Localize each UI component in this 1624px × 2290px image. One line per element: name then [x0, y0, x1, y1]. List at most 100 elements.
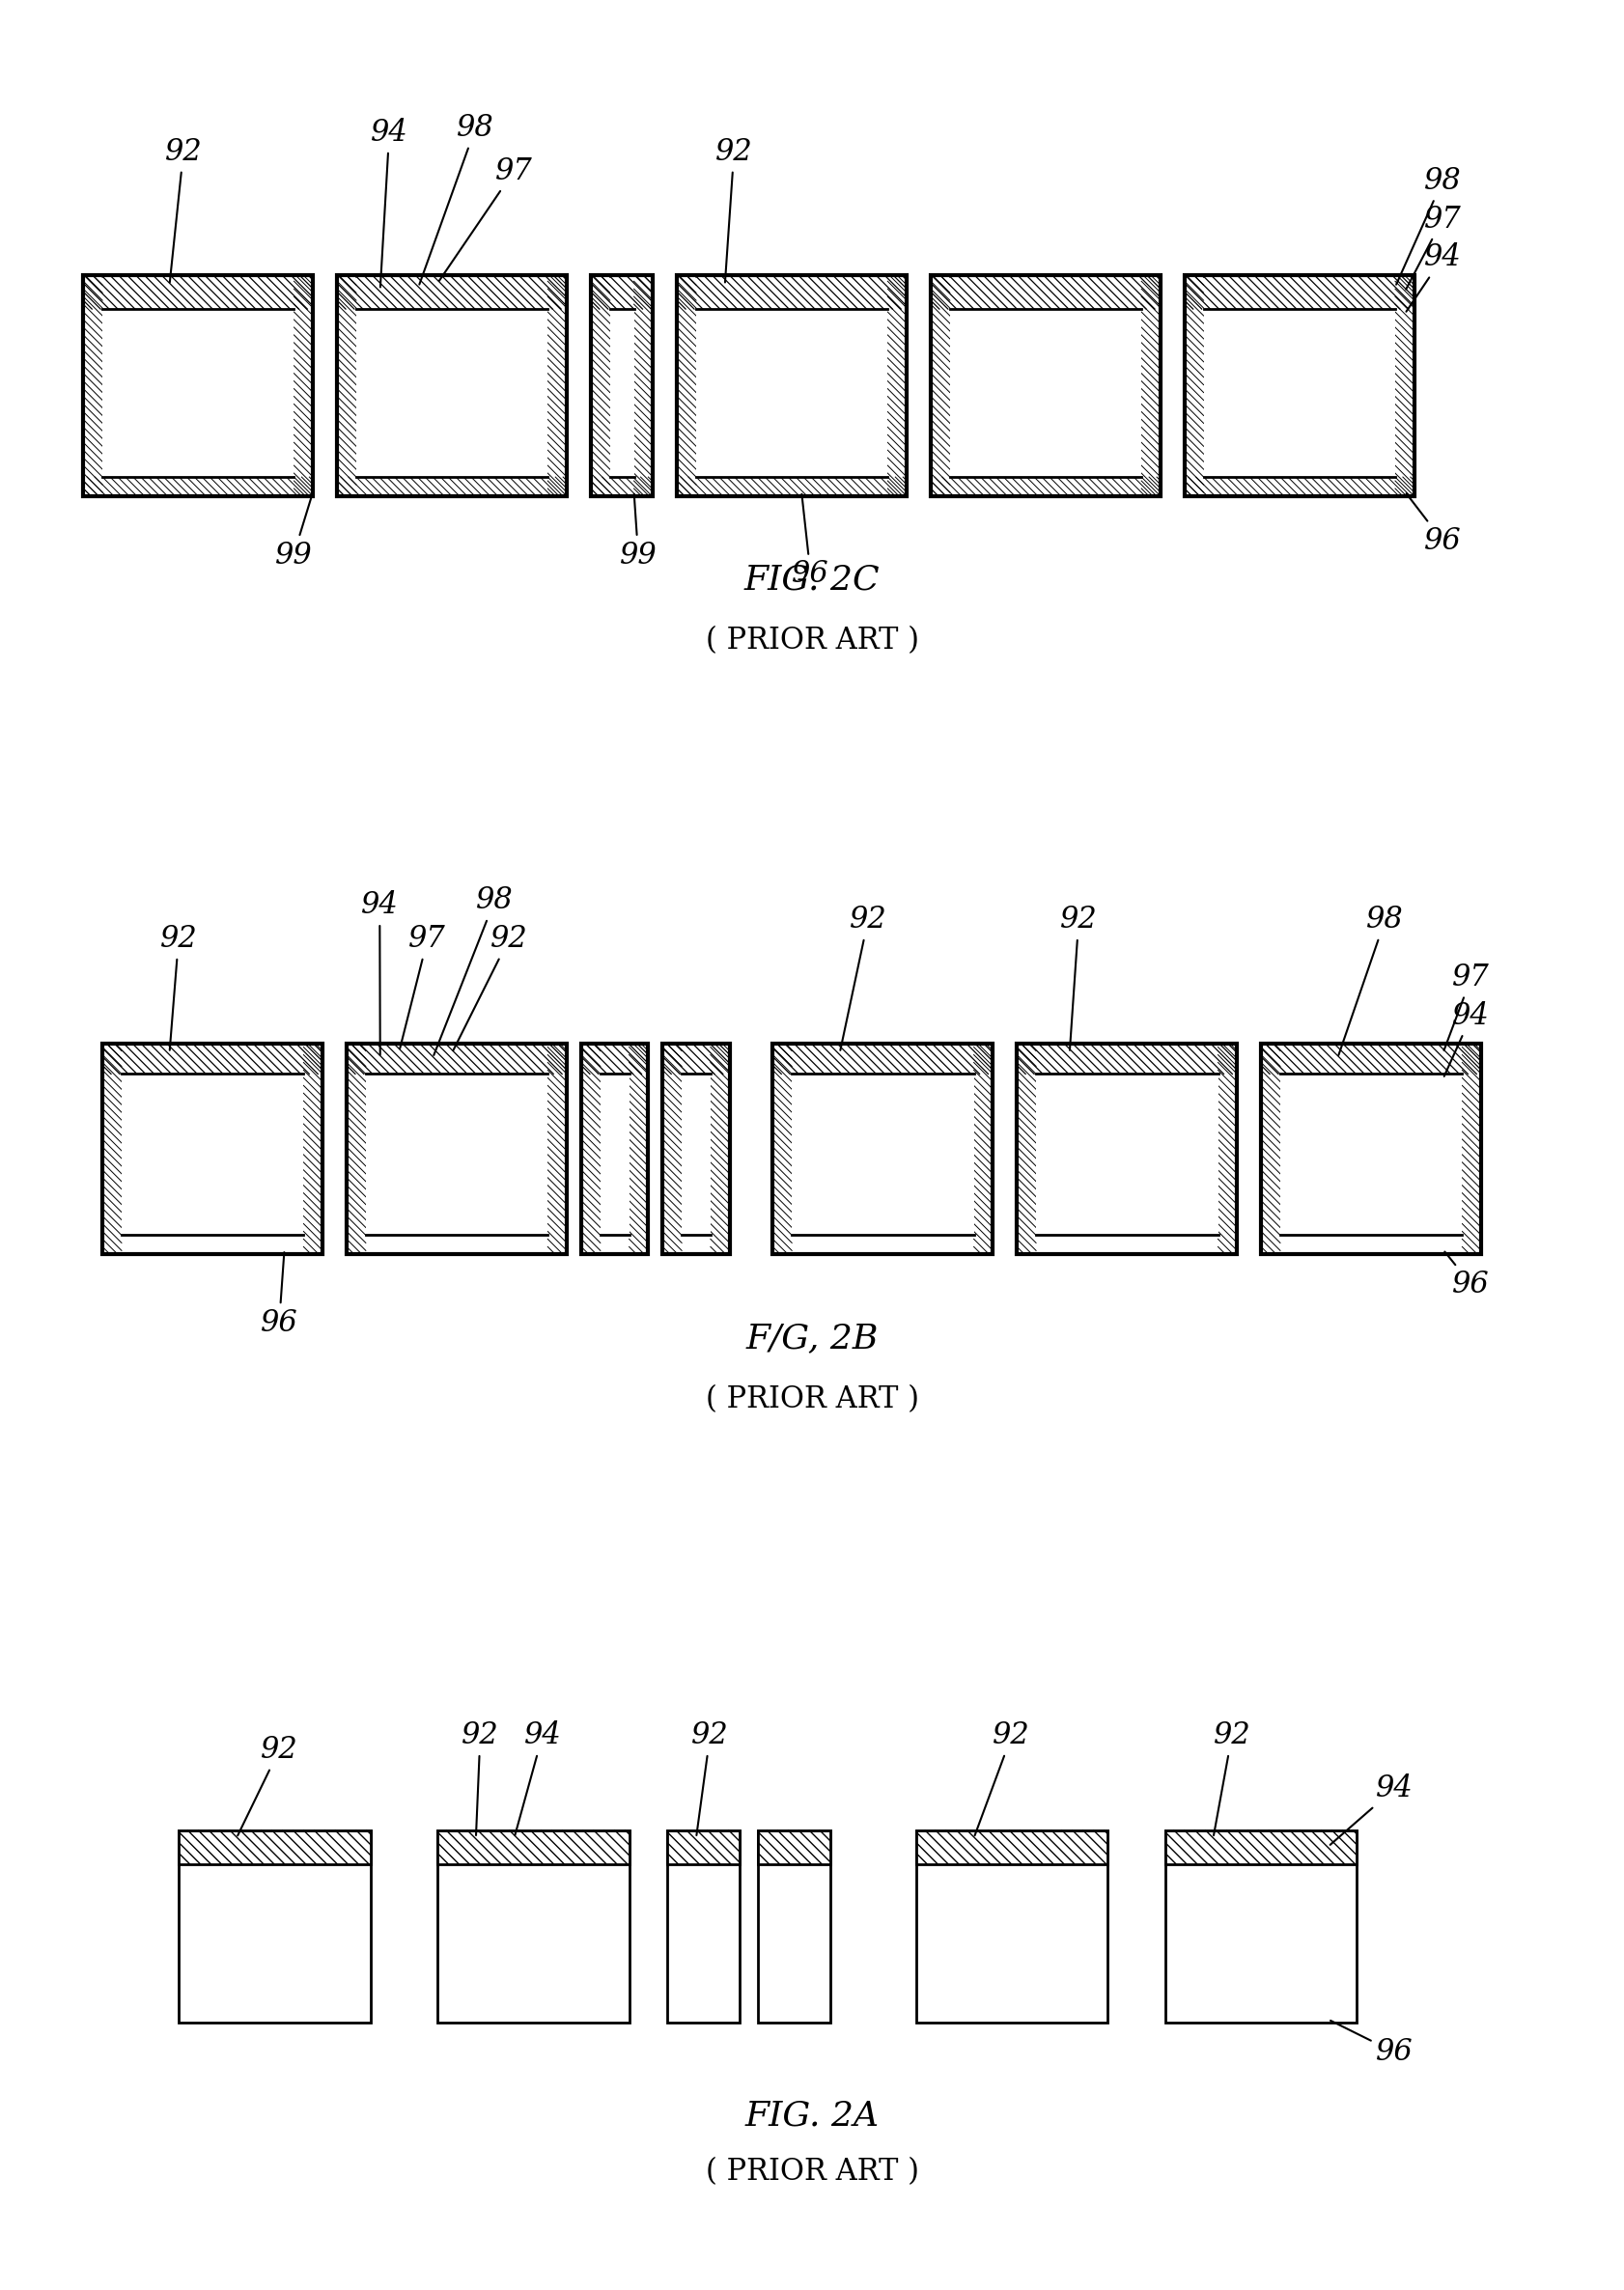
- Bar: [591, 275, 609, 497]
- Bar: [931, 275, 1160, 497]
- Bar: [591, 476, 653, 497]
- Bar: [599, 1074, 628, 1234]
- Bar: [1184, 275, 1413, 309]
- Bar: [916, 1830, 1108, 1864]
- Bar: [102, 1044, 323, 1255]
- Text: F/G, 2B: F/G, 2B: [745, 1321, 879, 1353]
- Text: ( PRIOR ART ): ( PRIOR ART ): [705, 1383, 918, 1413]
- Bar: [122, 1074, 304, 1234]
- Bar: [1203, 309, 1395, 476]
- Bar: [83, 275, 313, 309]
- Text: 96: 96: [1444, 1253, 1489, 1298]
- Bar: [437, 1830, 628, 1864]
- Bar: [931, 476, 1160, 497]
- Bar: [758, 1830, 830, 2022]
- Text: 96: 96: [791, 495, 828, 589]
- Bar: [304, 1044, 323, 1255]
- Bar: [581, 1044, 648, 1255]
- Text: 94: 94: [515, 1720, 560, 1834]
- Bar: [294, 275, 313, 497]
- Bar: [336, 275, 567, 497]
- Bar: [667, 1830, 739, 1864]
- Bar: [1260, 1044, 1280, 1255]
- Bar: [677, 275, 906, 497]
- Text: 98: 98: [1338, 905, 1403, 1056]
- Text: 92: 92: [974, 1720, 1030, 1837]
- Bar: [83, 275, 313, 497]
- Bar: [1184, 275, 1413, 497]
- Bar: [1036, 1074, 1218, 1234]
- Bar: [887, 275, 906, 497]
- Bar: [346, 1044, 567, 1074]
- Bar: [1260, 1044, 1481, 1255]
- Bar: [1184, 476, 1413, 497]
- Text: 97: 97: [1444, 962, 1489, 1051]
- Bar: [677, 275, 906, 309]
- Bar: [663, 1044, 682, 1255]
- Bar: [609, 309, 633, 476]
- Text: 94: 94: [1444, 1001, 1489, 1076]
- Bar: [179, 1830, 370, 1864]
- Bar: [581, 1044, 648, 1255]
- Text: 96: 96: [1330, 2020, 1413, 2068]
- Bar: [346, 1044, 365, 1255]
- Bar: [663, 1044, 729, 1255]
- Bar: [931, 275, 1160, 309]
- Bar: [1140, 275, 1160, 497]
- Bar: [179, 1830, 370, 2022]
- Text: 98: 98: [434, 886, 513, 1056]
- Bar: [773, 1044, 992, 1255]
- Bar: [581, 1044, 599, 1255]
- Text: 98: 98: [419, 112, 494, 284]
- Bar: [633, 275, 653, 497]
- Text: 94: 94: [370, 117, 408, 286]
- Text: ( PRIOR ART ): ( PRIOR ART ): [705, 2157, 918, 2187]
- Text: 92: 92: [164, 137, 201, 282]
- Bar: [663, 1044, 729, 1074]
- Bar: [1017, 1044, 1236, 1074]
- Bar: [1164, 1830, 1356, 1864]
- Text: ( PRIOR ART ): ( PRIOR ART ): [705, 625, 918, 655]
- Text: 92: 92: [690, 1720, 728, 1834]
- Bar: [1017, 1044, 1036, 1255]
- Bar: [677, 476, 906, 497]
- Bar: [83, 275, 102, 497]
- Text: 94: 94: [361, 891, 398, 1056]
- Bar: [773, 1044, 992, 1255]
- Bar: [1184, 275, 1413, 497]
- Text: FIG. 2C: FIG. 2C: [744, 563, 879, 595]
- Text: FIG. 2A: FIG. 2A: [744, 2100, 879, 2132]
- Bar: [365, 1074, 547, 1234]
- Bar: [336, 275, 567, 497]
- Bar: [677, 275, 906, 497]
- Text: 92: 92: [1213, 1720, 1250, 1834]
- Text: 92: 92: [237, 1736, 297, 1837]
- Bar: [547, 1044, 567, 1255]
- Bar: [663, 1044, 729, 1255]
- Bar: [1164, 1830, 1356, 2022]
- Bar: [591, 275, 653, 497]
- Bar: [346, 1044, 567, 1255]
- Text: 92: 92: [840, 905, 887, 1051]
- Bar: [1218, 1044, 1236, 1255]
- Text: 97: 97: [1405, 204, 1460, 289]
- Bar: [950, 309, 1140, 476]
- Text: 92: 92: [453, 925, 528, 1051]
- Bar: [667, 1830, 739, 2022]
- Text: 92: 92: [715, 137, 752, 282]
- Text: 99: 99: [274, 495, 312, 570]
- Bar: [791, 1074, 973, 1234]
- Bar: [682, 1074, 710, 1234]
- Bar: [1017, 1044, 1236, 1255]
- Bar: [1184, 275, 1203, 497]
- Bar: [336, 275, 567, 309]
- Bar: [1017, 1044, 1236, 1255]
- Bar: [773, 1044, 992, 1074]
- Text: 97: 97: [438, 156, 533, 282]
- Bar: [336, 476, 567, 497]
- Text: 92: 92: [1059, 905, 1096, 1051]
- Bar: [1280, 1074, 1462, 1234]
- Bar: [356, 309, 547, 476]
- Bar: [677, 275, 695, 497]
- Bar: [773, 1044, 791, 1255]
